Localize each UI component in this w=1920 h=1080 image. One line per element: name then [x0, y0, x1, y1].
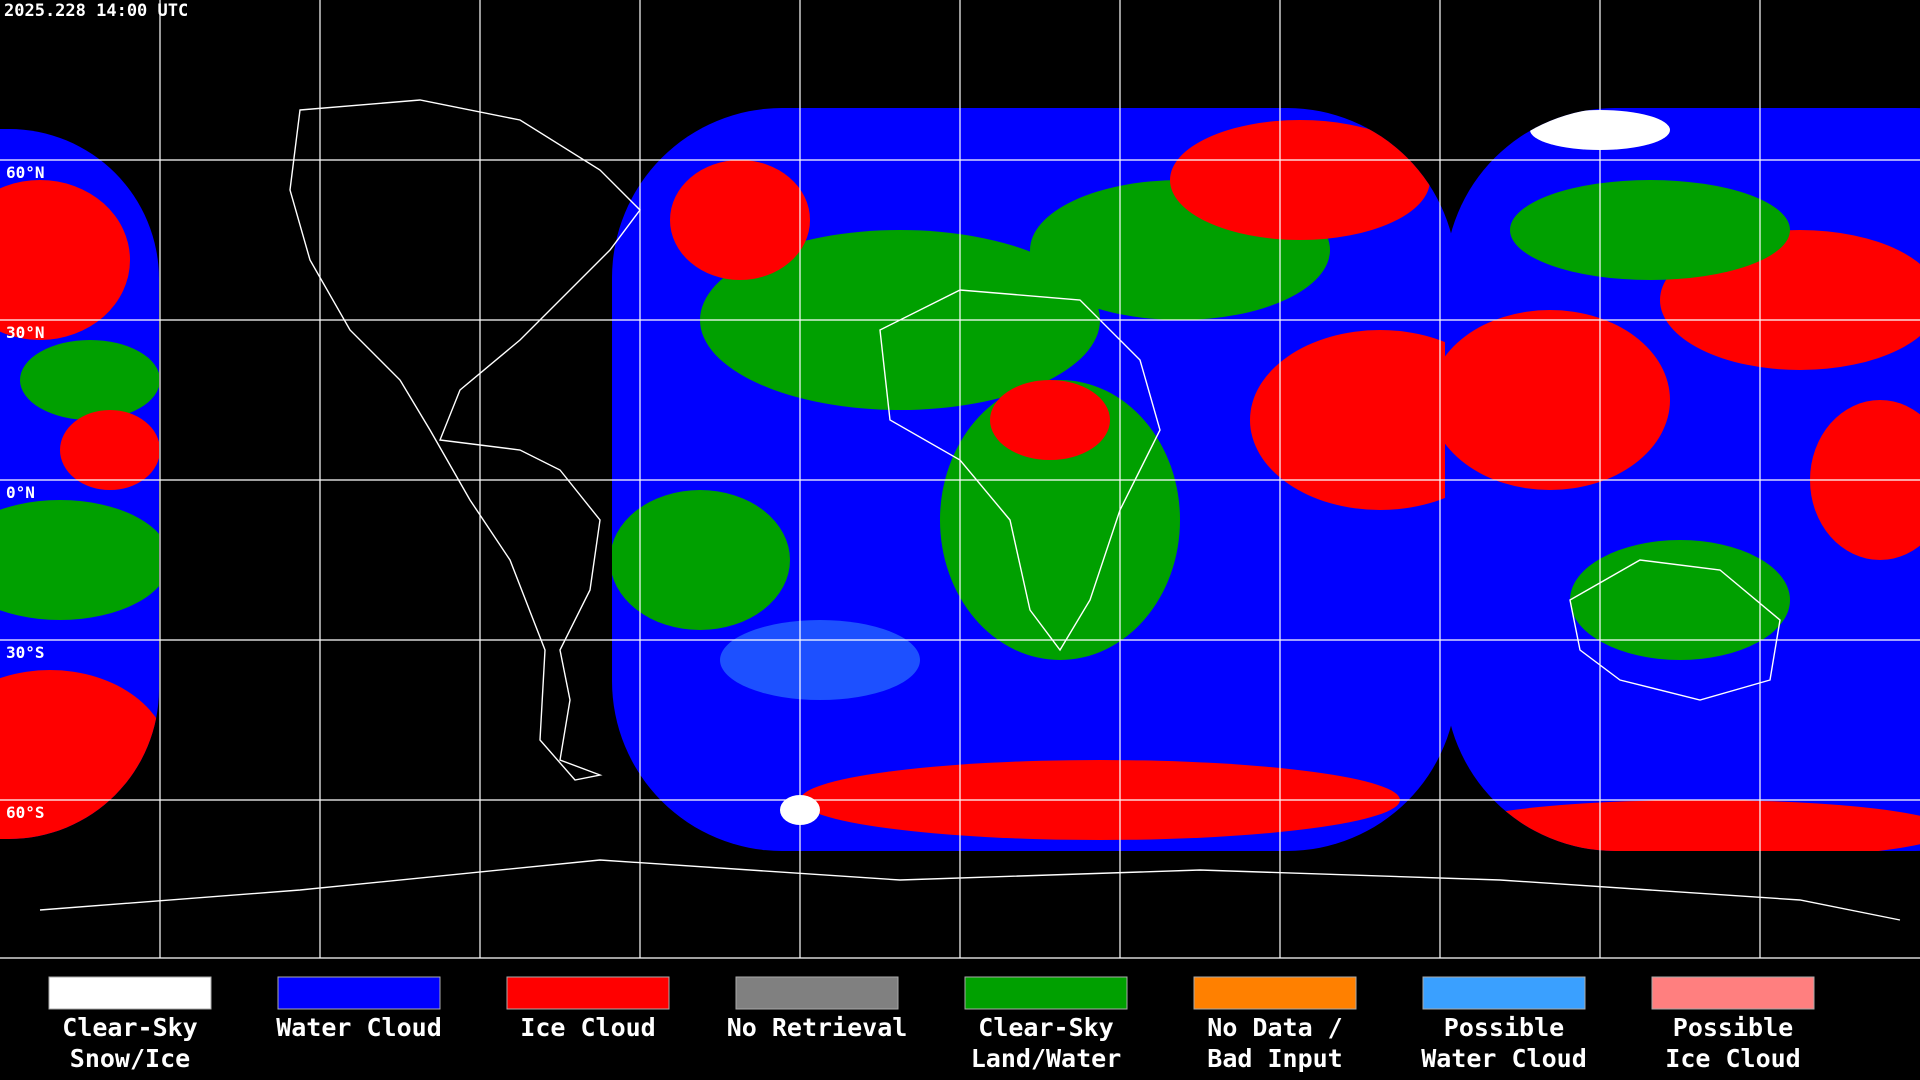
legend-label: Clear-Sky — [62, 1013, 197, 1042]
legend-label: Land/Water — [971, 1044, 1122, 1073]
legend-swatch — [1651, 976, 1815, 1010]
timestamp: 2025.228 14:00 UTC — [4, 1, 188, 21]
legend-label: Possible — [1444, 1013, 1564, 1042]
legend-swatch — [506, 976, 670, 1010]
legend-label: Possible — [1673, 1013, 1793, 1042]
legend-swatch — [735, 976, 899, 1010]
legend-label: No Data / — [1207, 1013, 1342, 1042]
legend-label: Water Cloud — [1421, 1044, 1587, 1073]
legend-label: Snow/Ice — [70, 1044, 190, 1073]
legend-swatch — [1193, 976, 1357, 1010]
legend-label: Water Cloud — [276, 1013, 442, 1042]
legend-label: Ice Cloud — [1665, 1044, 1800, 1073]
graticule — [0, 0, 1920, 959]
coverage-east — [1445, 108, 1920, 851]
legend-swatch — [48, 976, 212, 1010]
legend-swatch — [277, 976, 441, 1010]
latitude-label: 60°N — [6, 163, 45, 182]
latitude-label: 30°S — [6, 643, 45, 662]
latitude-label: 30°N — [6, 323, 45, 342]
legend-label: Ice Cloud — [520, 1013, 655, 1042]
latitude-label: 0°N — [6, 483, 35, 502]
latitude-label: 60°S — [6, 803, 45, 822]
legend-label: Bad Input — [1207, 1044, 1342, 1073]
legend-swatch — [1422, 976, 1586, 1010]
legend-label: Clear-Sky — [978, 1013, 1113, 1042]
legend-swatch — [964, 976, 1128, 1010]
legend-label: No Retrieval — [727, 1013, 908, 1042]
